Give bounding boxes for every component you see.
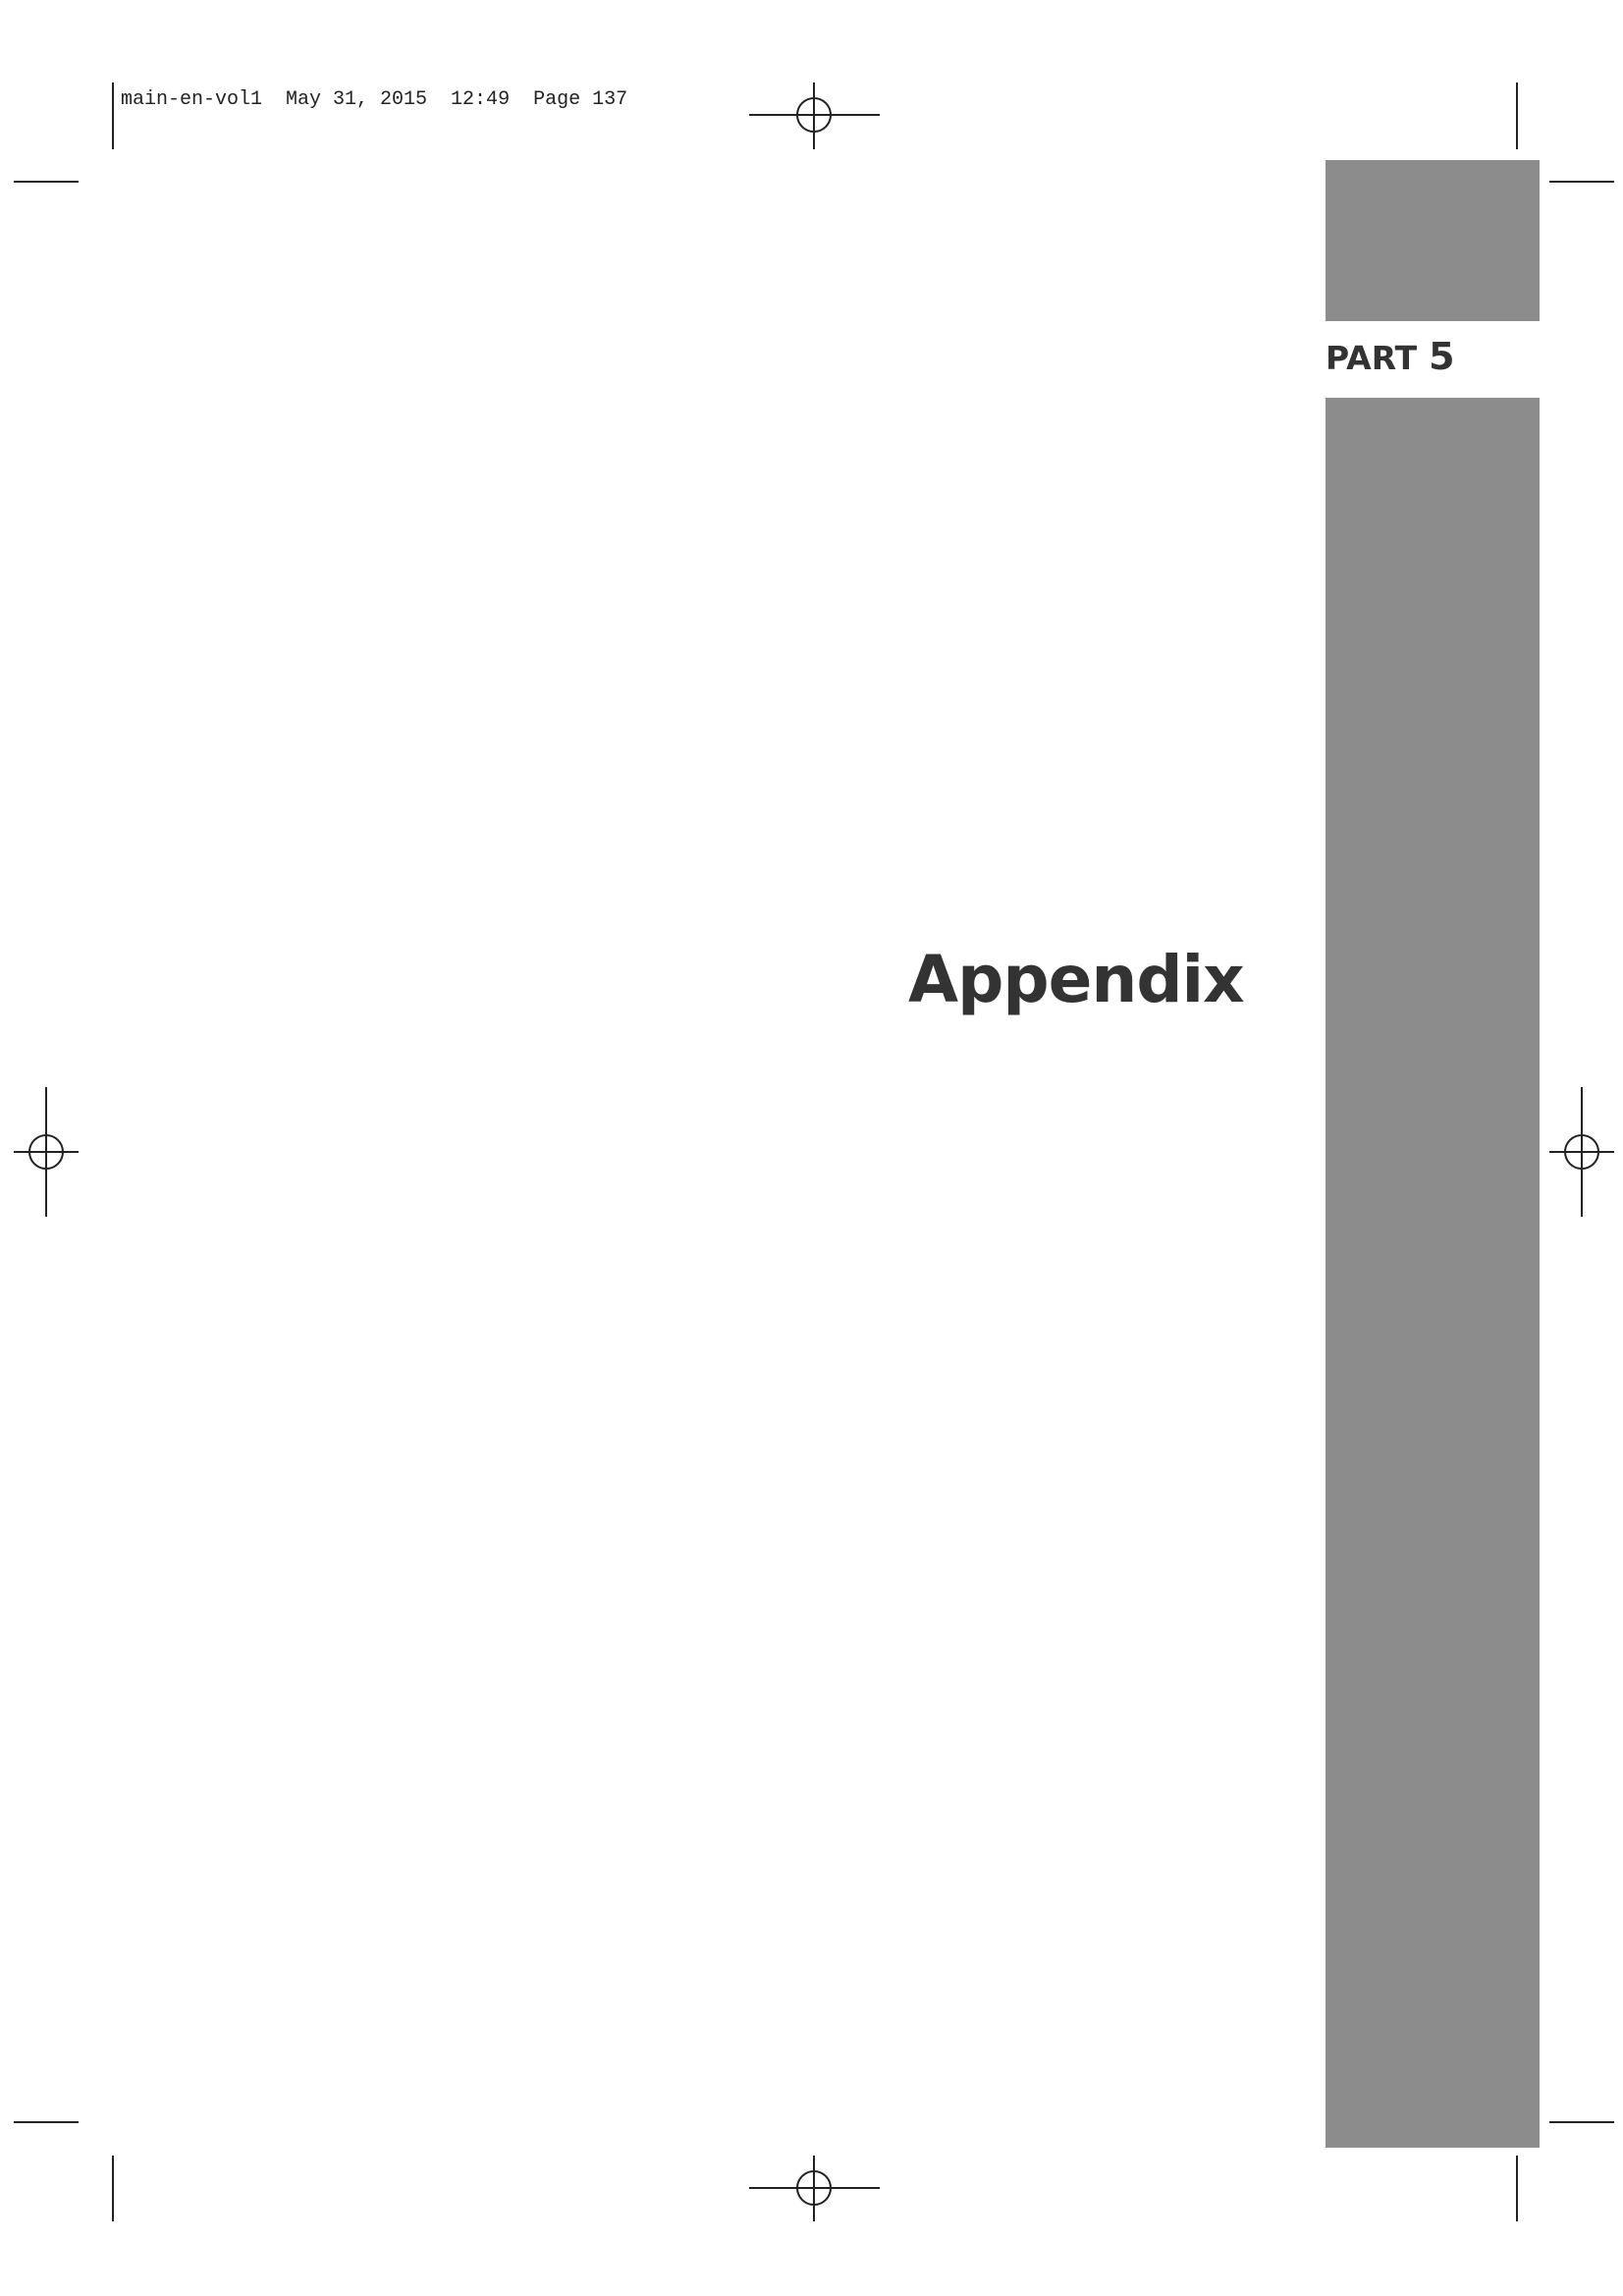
part-tab-top: [1325, 160, 1540, 321]
part-label: PART 5: [1325, 337, 1455, 378]
print-slug: main-en-vol1 May 31, 2015 12:49 Page 137: [121, 88, 628, 111]
part-word: PART: [1325, 339, 1418, 377]
registration-mark-left: [14, 1087, 79, 1217]
part-number: 5: [1429, 335, 1455, 378]
registration-mark-right: [1549, 1087, 1614, 1217]
registration-mark-top: [749, 82, 880, 149]
registration-mark-bottom: [749, 2156, 880, 2221]
part-tab-bottom: [1325, 398, 1540, 2148]
page-title: Appendix: [908, 942, 1245, 1017]
